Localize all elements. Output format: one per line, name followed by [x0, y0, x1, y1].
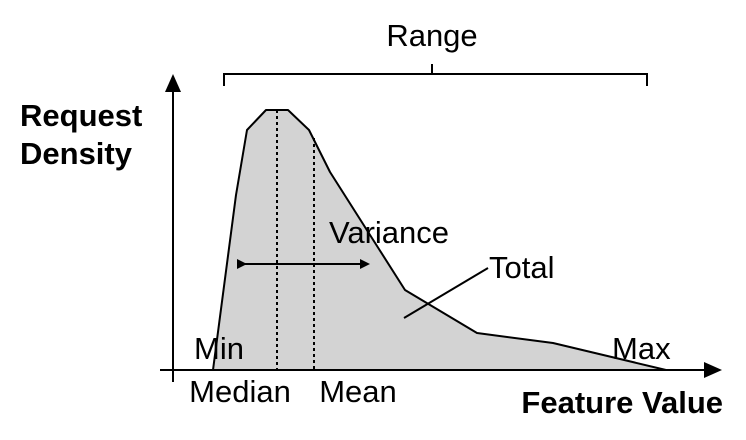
total-label: Total: [489, 250, 554, 285]
max-label: Max: [612, 331, 671, 366]
x-axis-arrowhead: [704, 362, 722, 378]
density-curve-area: [212, 109, 667, 371]
y-axis-label-line1: Request: [20, 98, 142, 133]
mean-label: Mean: [319, 374, 397, 409]
range-bracket: [223, 64, 648, 86]
median-label: Median: [189, 374, 291, 409]
min-label: Min: [194, 331, 244, 366]
range-label: Range: [386, 18, 477, 53]
y-axis-arrowhead: [165, 74, 181, 92]
y-axis-label-line2: Density: [20, 136, 133, 171]
total-leader-line: [403, 267, 489, 319]
variance-label: Variance: [329, 215, 449, 250]
x-axis-label: Feature Value: [521, 385, 723, 420]
